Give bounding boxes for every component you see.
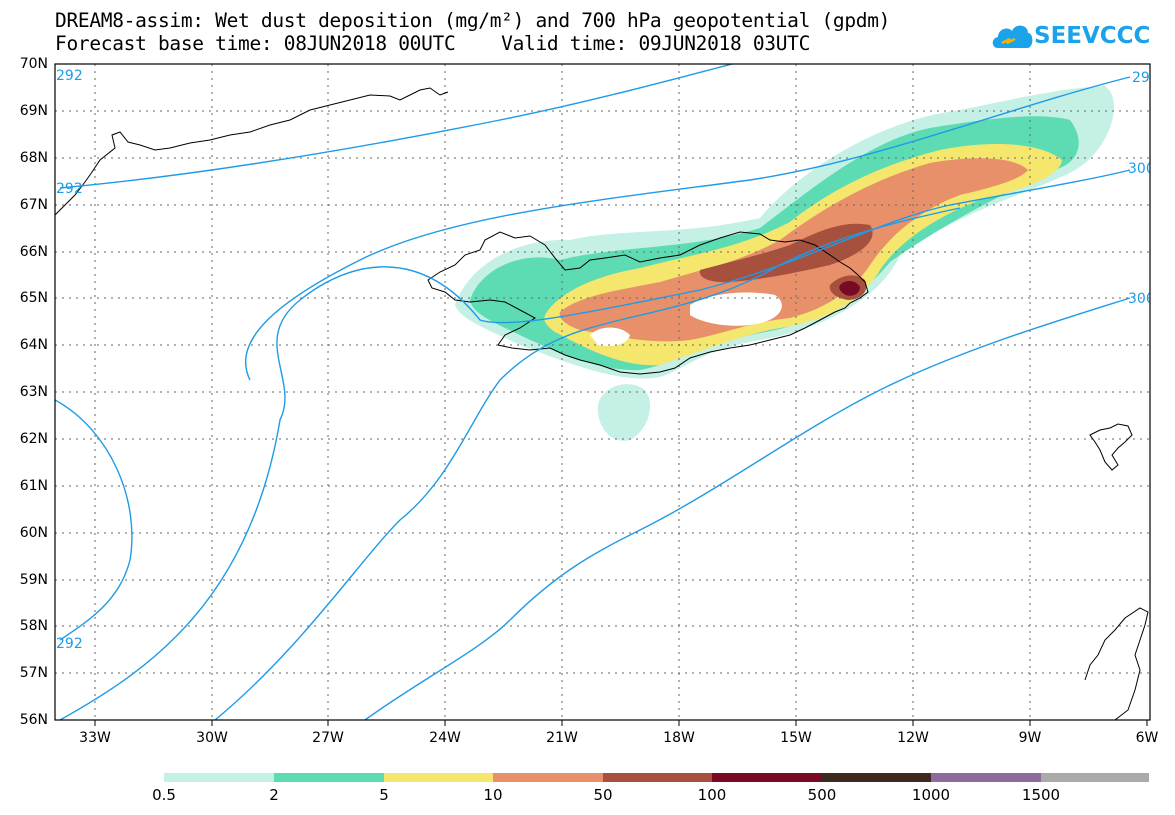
- lon-label-9w: 9W: [1018, 730, 1042, 746]
- map-title-line-1: DREAM8-assim: Wet dust deposition (mg/m²…: [55, 9, 891, 32]
- lon-label-33w: 33W: [79, 730, 111, 746]
- dust-level-50: [699, 223, 873, 283]
- lon-label-18w: 18W: [663, 730, 695, 746]
- graticule: [55, 64, 1150, 720]
- coastline-greenland: [55, 87, 449, 216]
- coastline-shetland: [1084, 607, 1149, 720]
- lat-label-64n: 64N: [19, 337, 48, 353]
- contour-292-west: [55, 399, 133, 641]
- colorbar-label-5: 100: [697, 786, 727, 804]
- colorbar-segment-4: [603, 773, 712, 782]
- contour-label-300-e: 300: [1128, 161, 1155, 177]
- lat-label-68n: 68N: [19, 150, 48, 166]
- lat-label-56n: 56N: [19, 712, 48, 728]
- colorbar-segment-3: [493, 773, 603, 782]
- colorbar-segment-6: [822, 773, 931, 782]
- colorbar-label-7: 1000: [911, 786, 951, 804]
- geopotential-contours: [55, 64, 1131, 720]
- lat-label-70n: 70N: [19, 56, 48, 72]
- lon-label-12w: 12W: [897, 730, 929, 746]
- colorbar-segment-8: [1041, 773, 1149, 782]
- colorbar-label-2: 5: [379, 786, 389, 804]
- colorbar-segment-5: [712, 773, 822, 782]
- contour-29x-ne: [244, 76, 1131, 381]
- dust-hole-1: [690, 292, 782, 326]
- contour-label-292-w: 292: [56, 181, 83, 197]
- dust-level-100: [839, 281, 860, 296]
- lon-label-21w: 21W: [546, 730, 578, 746]
- coastline-iceland: [427, 231, 869, 375]
- lat-label-69n: 69N: [19, 103, 48, 119]
- map-title-line-2: Forecast base time: 08JUN2018 00UTC Vali…: [55, 32, 811, 55]
- colorbar-segment-2: [384, 773, 493, 782]
- colorbar-segment-1: [274, 773, 384, 782]
- map-frame: [54, 63, 1151, 721]
- coastline-faroe: [1089, 423, 1133, 471]
- colorbar-label-4: 50: [593, 786, 613, 804]
- lat-label-63n: 63N: [19, 384, 48, 400]
- colorbar-label-0: 0.5: [152, 786, 176, 804]
- contour-south: [364, 297, 1131, 720]
- contour-label-29-ne: 29: [1132, 70, 1150, 86]
- lon-label-6w: 6W: [1135, 730, 1159, 746]
- lat-label-58n: 58N: [19, 618, 48, 634]
- lat-label-59n: 59N: [19, 572, 48, 588]
- logo-text: SEEVCCC: [1034, 23, 1151, 49]
- colorbar-segment-0: [164, 773, 274, 782]
- lat-label-66n: 66N: [19, 244, 48, 260]
- lat-label-57n: 57N: [19, 665, 48, 681]
- contour-label-292-sw: 292: [56, 636, 83, 652]
- lat-label-61n: 61N: [19, 478, 48, 494]
- lon-label-27w: 27W: [312, 730, 344, 746]
- seevccc-logo: SEEVCCC: [990, 18, 1160, 58]
- dust-hole-2: [590, 327, 630, 347]
- contour-label-300-se: 300: [1128, 291, 1155, 307]
- axis-ticks: [94, 720, 1148, 726]
- colorbar-label-3: 10: [483, 786, 503, 804]
- dust-level-0.5-island: [597, 384, 651, 441]
- contour-300-inner: [214, 207, 961, 720]
- contour-300: [59, 169, 1131, 720]
- colorbar-segment-7: [931, 773, 1041, 782]
- cloud-icon: [992, 25, 1033, 48]
- colorbar-label-8: 1500: [1021, 786, 1061, 804]
- contour-label-292-nw: 292: [56, 68, 83, 84]
- colorbar-label-1: 2: [269, 786, 279, 804]
- colorbar-label-6: 500: [807, 786, 837, 804]
- lon-label-15w: 15W: [780, 730, 812, 746]
- lat-label-67n: 67N: [19, 197, 48, 213]
- contour-292-north: [59, 64, 735, 189]
- lat-label-65n: 65N: [19, 290, 48, 306]
- lon-label-30w: 30W: [196, 730, 228, 746]
- lon-label-24w: 24W: [429, 730, 461, 746]
- coastlines: [55, 87, 1149, 720]
- lat-label-60n: 60N: [19, 525, 48, 541]
- lat-label-62n: 62N: [19, 431, 48, 447]
